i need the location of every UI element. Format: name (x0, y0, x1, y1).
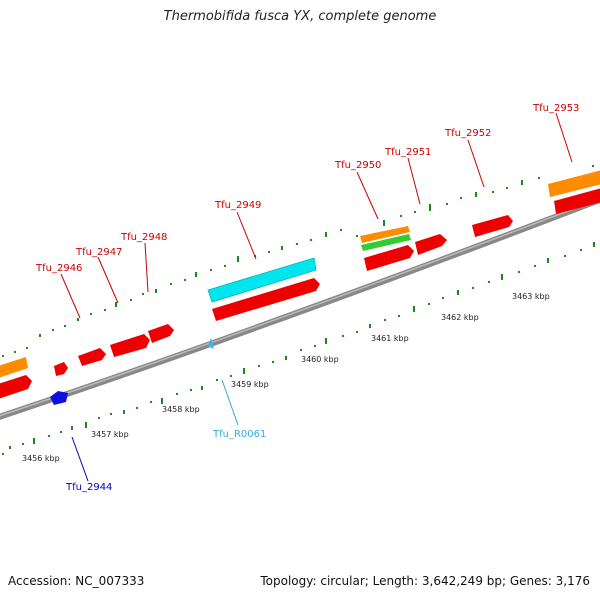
accession-text: Accession: NC_007333 (8, 574, 145, 588)
scale-label-3463: 3463 kbp (512, 292, 550, 301)
reverse-genes (50, 338, 214, 405)
feature-orange-left[interactable] (0, 357, 28, 378)
label-tfu-2952[interactable]: Tfu_2952 (444, 128, 491, 139)
feature-orange-2950[interactable] (360, 226, 410, 243)
scale-label-3458: 3458 kbp (162, 405, 200, 414)
gene-tfu-2952[interactable] (472, 215, 513, 237)
scale-label-3462: 3462 kbp (441, 313, 479, 322)
gene-tfu-2948[interactable] (148, 324, 174, 343)
gene-tfu-r0061[interactable] (208, 338, 214, 349)
label-tfu-r0061[interactable]: Tfu_R0061 (212, 429, 266, 440)
label-tfu-2947[interactable]: Tfu_2947 (75, 247, 122, 258)
label-tfu-2951[interactable]: Tfu_2951 (384, 147, 431, 158)
feature-green-2950[interactable] (361, 234, 411, 251)
genome-backbone (0, 196, 600, 420)
scale-label-3461: 3461 kbp (371, 334, 409, 343)
gene-tfu-2951[interactable] (415, 234, 447, 255)
gene-tfu-2946[interactable] (78, 348, 106, 366)
gene-labels: Tfu_2946 Tfu_2947 Tfu_2948 Tfu_2949 Tfu_… (35, 103, 579, 493)
feature-red-left[interactable] (0, 375, 32, 399)
label-tfu-2953[interactable]: Tfu_2953 (532, 103, 579, 114)
gene-small-red[interactable] (54, 362, 68, 376)
leader-lines (60, 112, 573, 482)
label-tfu-2946[interactable]: Tfu_2946 (35, 263, 82, 274)
genome-summary-text: Topology: circular; Length: 3,642,249 bp… (260, 574, 590, 588)
scale-label-3456: 3456 kbp (22, 454, 60, 463)
gene-tfu-2947[interactable] (110, 334, 150, 357)
gene-tfu-2949[interactable] (212, 278, 320, 321)
scale-tick-row (2, 242, 595, 455)
label-tfu-2944[interactable]: Tfu_2944 (65, 482, 112, 493)
gene-tfu-2949-rna[interactable] (207, 257, 317, 303)
gene-tfu-2953[interactable] (554, 188, 600, 214)
map-title: Thermobifida fusca YX, complete genome (163, 9, 437, 24)
scale-label-3457: 3457 kbp (91, 430, 129, 439)
forward-tick-row (2, 165, 594, 357)
label-tfu-2948[interactable]: Tfu_2948 (120, 232, 167, 243)
scale-label-3460: 3460 kbp (301, 355, 339, 364)
scale-label-3459: 3459 kbp (231, 380, 269, 389)
label-tfu-2949[interactable]: Tfu_2949 (214, 200, 261, 211)
gene-tfu-2944[interactable] (50, 391, 68, 405)
feature-orange-2953[interactable] (548, 170, 600, 197)
label-tfu-2950[interactable]: Tfu_2950 (334, 160, 381, 171)
scale-labels: 3456 kbp 3457 kbp 3458 kbp 3459 kbp 3460… (22, 292, 550, 463)
gene-tfu-2950[interactable] (364, 245, 414, 271)
forward-genes (0, 170, 600, 399)
